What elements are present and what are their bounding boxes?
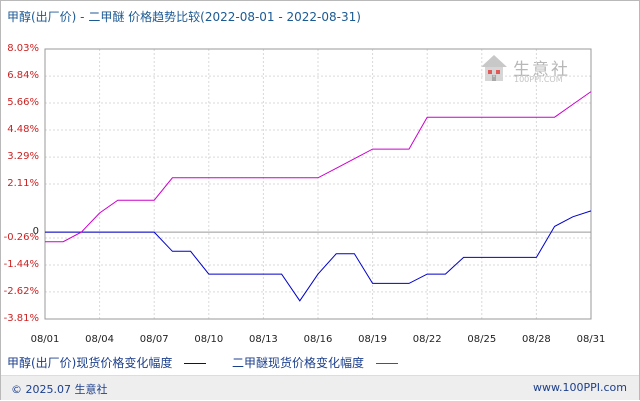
y-tick-label: 4.48% — [7, 123, 39, 135]
y-tick-label: 0 — [32, 226, 39, 238]
house-logo-icon — [481, 55, 507, 81]
watermark-subtext: 100PPI.COM — [514, 75, 563, 84]
legend-label-methanol: 甲醇(出厂价)现货价格变化幅度 — [7, 356, 173, 370]
y-tick-label: -0.26% — [3, 232, 39, 244]
y-tick-label: 3.29% — [7, 151, 39, 163]
legend-label-dme: 二甲醚现货价格变化幅度 — [232, 356, 365, 370]
series-line-1 — [45, 91, 592, 243]
legend-swatch-dme — [375, 363, 398, 364]
y-tick-label: 2.11% — [7, 178, 39, 189]
legend-swatch-methanol — [184, 363, 207, 364]
x-tick-label: 08/07 — [139, 334, 169, 345]
x-tick-label: 08/01 — [30, 334, 60, 345]
footer-bar: © 2025.07 生意社 www.100PPI.com — [1, 375, 639, 400]
footer-copyright: © 2025.07 生意社 — [11, 383, 108, 396]
x-tick-label: 08/31 — [576, 334, 606, 345]
watermark-text: 生意社 — [513, 60, 570, 80]
footer-site-link[interactable]: www.100PPI.com — [533, 381, 627, 394]
x-tick-label: 08/19 — [358, 334, 387, 345]
x-tick-label: 08/22 — [412, 334, 442, 345]
y-tick-label: -1.44% — [3, 258, 39, 270]
x-tick-label: 08/28 — [521, 334, 551, 345]
watermark-logo: 生意社 100PPI.COM — [479, 53, 579, 89]
chart-legend: 甲醇(出厂价)现货价格变化幅度 二甲醚现货价格变化幅度 — [7, 354, 420, 371]
y-tick-label: -2.62% — [3, 285, 39, 297]
y-tick-label: 6.84% — [7, 70, 39, 82]
y-tick-label: 8.03% — [7, 43, 39, 54]
plot-border — [44, 48, 592, 320]
x-tick-label: 08/04 — [85, 334, 114, 345]
x-tick-label: 08/16 — [303, 334, 333, 345]
y-tick-label: 5.66% — [7, 97, 39, 109]
y-tick-label: -3.81% — [3, 313, 39, 324]
x-tick-label: 08/13 — [248, 334, 278, 345]
chart-title: 甲醇(出厂价) - 二甲醚 价格趋势比较(2022-08-01 - 2022-0… — [7, 10, 361, 24]
x-tick-label: 08/10 — [194, 334, 224, 345]
series-line-0 — [45, 210, 592, 302]
x-tick-label: 08/25 — [467, 334, 497, 345]
